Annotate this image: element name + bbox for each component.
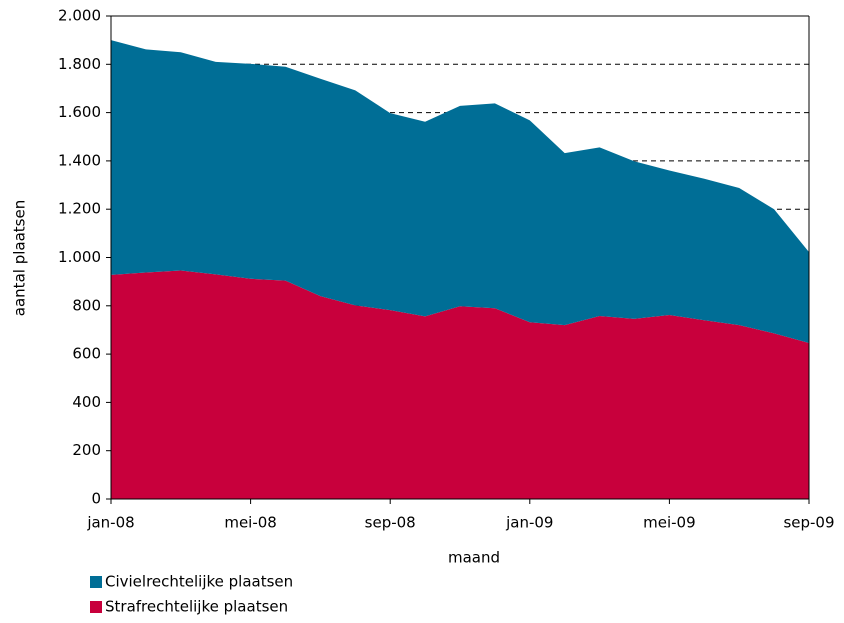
area [111, 270, 809, 499]
x-tick-label: mei-09 [643, 514, 696, 532]
y-tick-label: 2.000 [58, 7, 101, 25]
y-tick-label: 1.800 [58, 55, 101, 73]
y-tick-label: 600 [72, 345, 101, 363]
y-tick-label: 400 [72, 393, 101, 411]
y-tick-label: 1.400 [58, 151, 101, 169]
x-tick-label: sep-08 [365, 514, 416, 532]
y-tick-label: 1.000 [58, 248, 101, 266]
legend-swatch [90, 601, 102, 613]
area [111, 40, 809, 343]
legend-swatch [90, 576, 102, 588]
y-axis-title: aantal plaatsen [11, 200, 29, 316]
legend-label: Strafrechtelijke plaatsen [105, 598, 288, 616]
y-tick-label: 1.600 [58, 103, 101, 121]
y-tick-label: 1.200 [58, 200, 101, 218]
x-tick-label: sep-09 [783, 514, 834, 532]
y-tick-label: 200 [72, 441, 101, 459]
y-tick-label: 800 [72, 296, 101, 314]
x-tick-label: jan-08 [86, 514, 134, 532]
y-tick-label: 0 [91, 490, 101, 508]
legend-label: Civielrechtelijke plaatsen [105, 573, 293, 591]
x-tick-label: jan-09 [505, 514, 553, 532]
x-axis-title: maand [448, 549, 500, 567]
x-tick-label: mei-08 [224, 514, 277, 532]
